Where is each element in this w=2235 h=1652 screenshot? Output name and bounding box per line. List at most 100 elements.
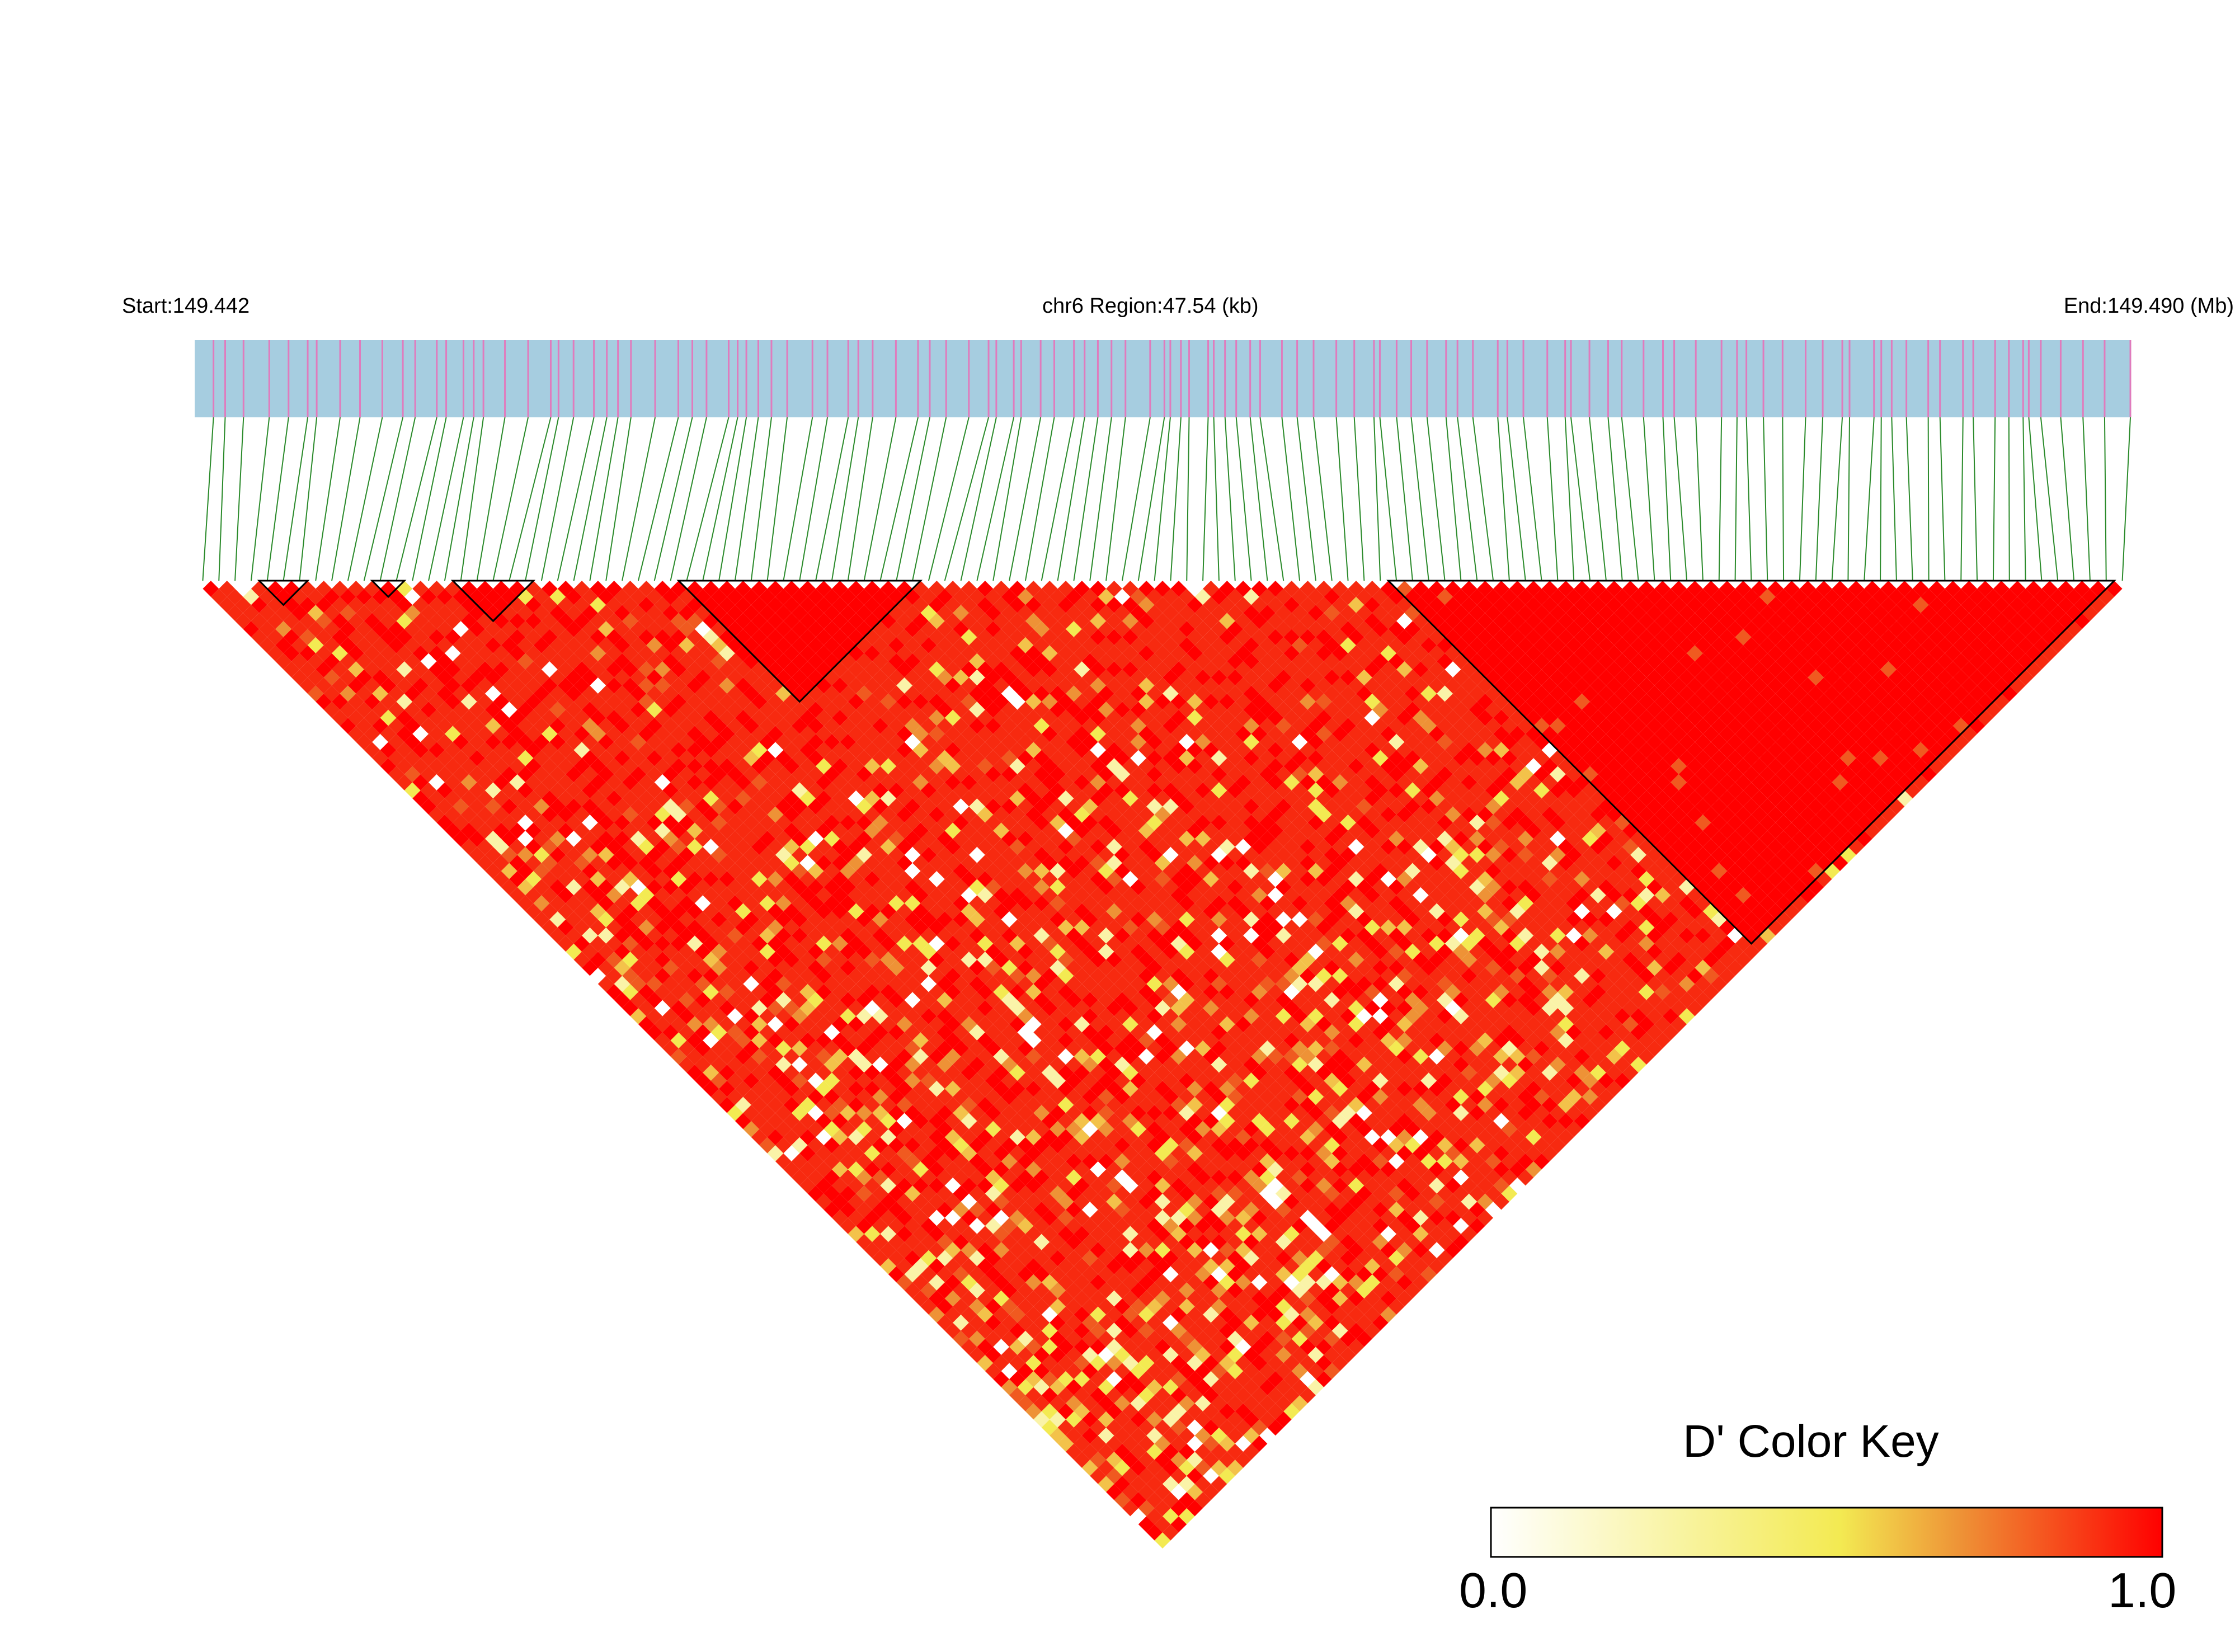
ld-cell <box>1251 1419 1268 1436</box>
ld-cell <box>638 871 655 887</box>
ld-cell <box>1178 1460 1195 1476</box>
ld-cell <box>928 1145 945 1161</box>
ld-cell <box>783 952 800 968</box>
ld-cell <box>622 903 638 920</box>
ld-cell <box>429 790 445 807</box>
ld-cell <box>517 669 534 686</box>
ld-cell <box>622 774 638 790</box>
ld-cell <box>501 863 517 879</box>
ld-cell <box>880 1209 897 1226</box>
ld-cell <box>396 661 413 677</box>
ld-cell <box>783 968 800 984</box>
ld-cell <box>332 596 348 613</box>
snp-connector <box>1379 417 1398 581</box>
ld-cell <box>541 726 558 742</box>
ld-cell <box>444 790 461 807</box>
ld-cell <box>856 1056 872 1073</box>
ld-cell <box>323 589 340 605</box>
ld-cell <box>1154 1339 1171 1355</box>
ld-cell <box>517 798 534 815</box>
ld-cell <box>638 935 655 952</box>
ld-cell <box>719 983 735 1000</box>
ld-cell <box>912 1080 929 1097</box>
ld-cell <box>485 766 501 783</box>
ld-cell <box>646 895 663 912</box>
ld-cell <box>912 1290 929 1307</box>
ld-cell <box>1154 1419 1171 1436</box>
ld-cell <box>928 1161 945 1178</box>
snp-connector <box>1973 417 1978 581</box>
ld-cell <box>364 693 380 710</box>
ld-cell <box>944 1177 961 1194</box>
ld-cell <box>412 790 429 807</box>
ld-cell <box>807 992 824 1009</box>
ld-cell <box>654 839 671 855</box>
ld-cell <box>743 992 760 1009</box>
snp-connector <box>637 417 679 581</box>
ld-cell <box>1090 1419 1107 1436</box>
ld-cell <box>573 839 590 855</box>
ld-cell <box>323 653 340 670</box>
ld-cell <box>453 702 469 718</box>
ld-cell <box>831 1065 848 1081</box>
ld-cell <box>807 1072 824 1089</box>
ld-cell <box>469 669 485 686</box>
ld-cell <box>1154 1452 1171 1468</box>
ld-cell <box>646 927 663 944</box>
ld-cell <box>719 952 735 968</box>
ld-cell <box>904 1266 921 1283</box>
ld-cell <box>928 1193 945 1210</box>
ld-cell <box>864 1226 881 1242</box>
ld-cell <box>864 1065 881 1081</box>
ld-cell <box>316 645 332 662</box>
ld-cell <box>566 895 582 912</box>
ld-cell <box>614 911 630 928</box>
ld-cell <box>662 1024 679 1041</box>
snp-connector <box>250 417 270 581</box>
ld-cell <box>759 1121 775 1137</box>
ld-cell <box>614 798 630 815</box>
ld-cell <box>347 693 364 710</box>
ld-cell <box>1033 1379 1050 1396</box>
ld-cell <box>1106 1484 1122 1500</box>
ld-cell <box>767 1032 784 1049</box>
ld-cell <box>1033 1202 1050 1218</box>
ld-cell <box>453 782 469 799</box>
ld-cell <box>227 605 243 622</box>
ld-cell <box>759 1105 775 1121</box>
snp-connector <box>347 417 383 581</box>
ld-cell <box>1106 1306 1122 1323</box>
ld-cell <box>888 1072 905 1089</box>
ld-cell <box>1081 1330 1098 1347</box>
ld-cell <box>1033 1347 1050 1363</box>
ld-cell <box>557 742 574 759</box>
ld-cell <box>525 693 542 710</box>
ld-cell <box>1074 1242 1090 1258</box>
ld-cell <box>469 815 485 831</box>
ld-cell <box>646 815 663 831</box>
ld-cell <box>961 1258 977 1274</box>
ld-cell <box>275 621 291 637</box>
snp-connector <box>1546 417 1559 581</box>
ld-cell <box>1025 1290 1042 1307</box>
ld-cell <box>735 919 751 936</box>
ld-cell <box>606 983 623 1000</box>
ld-cell <box>646 1024 663 1041</box>
snp-connector <box>1154 417 1171 581</box>
ld-cell <box>727 1056 744 1073</box>
ld-cell <box>1081 1395 1098 1411</box>
ld-cell <box>1074 1452 1090 1468</box>
ld-cell <box>590 935 606 952</box>
ld-cell <box>646 879 663 896</box>
ld-cell <box>533 863 550 879</box>
snp-connector <box>2060 417 2075 581</box>
ld-cell <box>638 1016 655 1033</box>
ld-cell <box>1081 1460 1098 1476</box>
ld-cell <box>888 1185 905 1202</box>
ld-cell <box>799 983 816 1000</box>
snp-connector <box>1589 417 1607 581</box>
ld-cell <box>1009 1290 1025 1307</box>
ld-cell <box>614 992 630 1009</box>
ld-cell <box>597 879 614 896</box>
ld-cell <box>856 1072 872 1089</box>
